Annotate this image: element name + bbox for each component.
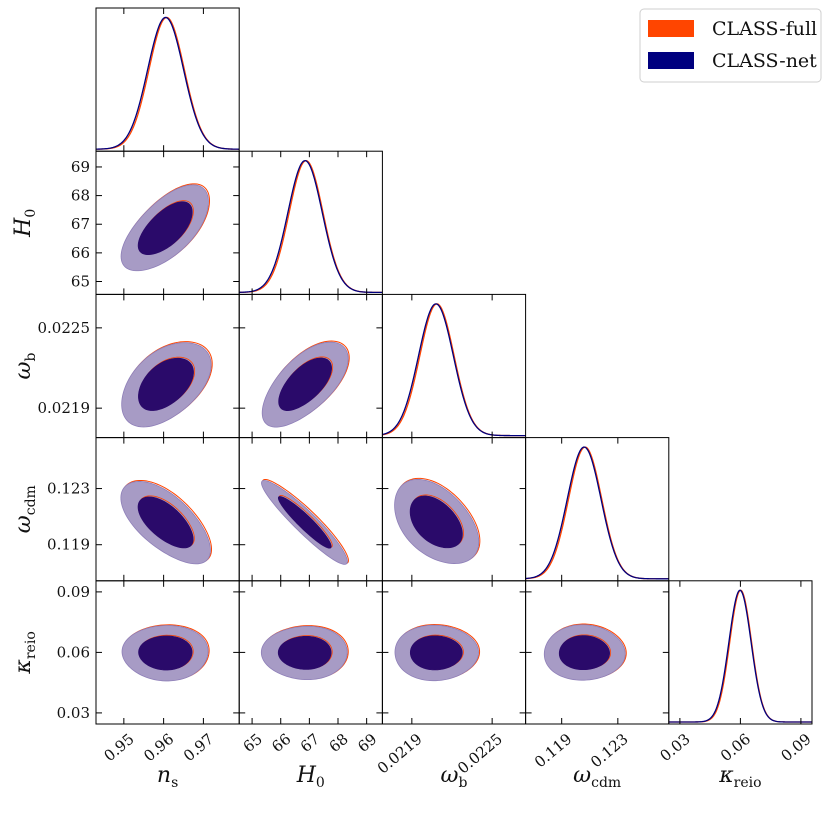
contour-68-net: [277, 635, 332, 670]
panel-H0-vs-ns: [95, 150, 240, 295]
panel-kreio-vs-kreio: [668, 580, 813, 725]
panel-kreio-vs-wb: [381, 580, 527, 725]
panel-ns-vs-ns: [95, 7, 240, 152]
xtick-label-wb: 0.0225: [454, 730, 506, 778]
marginal-curve-net: [525, 446, 669, 580]
xtick-label-H0: 68: [326, 730, 352, 756]
legend-swatch-full: [648, 20, 694, 37]
panel-wcdm-vs-wcdm: [525, 437, 670, 582]
marginal-curve-net: [239, 160, 383, 294]
ytick-label-kreio: 0.09: [57, 583, 90, 601]
ytick-label-kreio: 0.03: [57, 704, 90, 722]
ytick-label-wcdm: 0.119: [47, 536, 90, 554]
xaxis-title-H0: H0: [296, 763, 325, 791]
marginal-curve-full: [96, 16, 240, 150]
marginal-curve-full: [525, 446, 669, 580]
ytick-label-wcdm: 0.123: [47, 480, 90, 498]
xtick-label-kreio: 0.09: [778, 730, 815, 765]
panel-kreio-vs-wcdm: [525, 580, 670, 725]
contour-68-net: [137, 201, 193, 256]
contour-68-net: [277, 496, 332, 549]
contour-68-net: [137, 496, 194, 549]
panel-wcdm-vs-H0: [238, 437, 383, 582]
panel-kreio-vs-H0: [238, 580, 383, 725]
contour-68-net: [558, 635, 610, 671]
ytick-label-H0: 65: [71, 273, 90, 291]
xaxis-title-ns: ns: [157, 763, 178, 791]
xaxis-title-kreio: κreio: [718, 763, 761, 791]
xtick-label-kreio: 0.06: [717, 730, 754, 765]
xtick-label-H0: 66: [268, 730, 294, 756]
marginal-curve-full: [239, 160, 383, 294]
ytick-label-wb: 0.0225: [38, 319, 91, 337]
panel-wcdm-vs-wb: [381, 437, 527, 582]
ytick-label-H0: 69: [71, 158, 90, 176]
xtick-label-wcdm: 0.119: [531, 730, 575, 771]
contour-68-net: [278, 357, 332, 411]
yaxis-title-wb: ωb: [11, 353, 39, 380]
legend-swatch-net: [648, 52, 694, 69]
panel-frame: [668, 580, 813, 725]
panel-frame: [238, 437, 383, 582]
xtick-label-wb: 0.0219: [374, 730, 426, 778]
contour-68-net: [409, 495, 463, 549]
xtick-label-ns: 0.97: [180, 730, 217, 765]
xtick-label-H0: 69: [354, 730, 380, 756]
panel-wcdm-vs-ns: [95, 437, 240, 582]
xtick-label-kreio: 0.03: [657, 730, 694, 765]
legend-label-net: CLASS-net: [712, 50, 817, 72]
ytick-label-wb: 0.0219: [38, 399, 91, 417]
xtick-label-H0: 65: [240, 730, 266, 756]
ytick-label-H0: 66: [71, 244, 90, 262]
panel-wb-vs-ns: [95, 293, 240, 439]
panel-frame: [95, 7, 240, 152]
xtick-label-wcdm: 0.123: [587, 730, 631, 771]
legend: CLASS-full CLASS-net: [639, 8, 822, 83]
panel-frame: [525, 437, 670, 582]
ytick-label-H0: 68: [71, 187, 90, 205]
contour-68-net: [138, 357, 194, 411]
xtick-label-H0: 67: [297, 730, 323, 756]
legend-label-full: CLASS-full: [712, 18, 817, 40]
xtick-label-ns: 0.96: [140, 730, 177, 765]
panel-wb-vs-wb: [381, 293, 527, 439]
ytick-label-H0: 67: [71, 215, 90, 233]
panel-wb-vs-H0: [238, 293, 383, 439]
ytick-label-kreio: 0.06: [57, 643, 90, 661]
panel-frame: [238, 150, 383, 295]
marginal-curve-full: [668, 589, 812, 723]
xtick-label-ns: 0.95: [100, 730, 137, 765]
panel-kreio-vs-ns: [95, 580, 240, 725]
marginal-curve-net: [96, 16, 240, 150]
marginal-curve-net: [382, 303, 526, 437]
panel-H0-vs-H0: [238, 150, 383, 295]
panels-layer: [95, 7, 813, 725]
marginal-curve-full: [382, 303, 526, 437]
marginal-curve-net: [668, 589, 812, 723]
yaxis-title-wcdm: ωcdm: [11, 485, 39, 533]
yaxis-title-kreio: κreio: [11, 631, 39, 674]
contour-68-net: [409, 635, 463, 671]
contour-68-net: [138, 635, 193, 671]
yaxis-title-H0: H0: [11, 209, 39, 238]
